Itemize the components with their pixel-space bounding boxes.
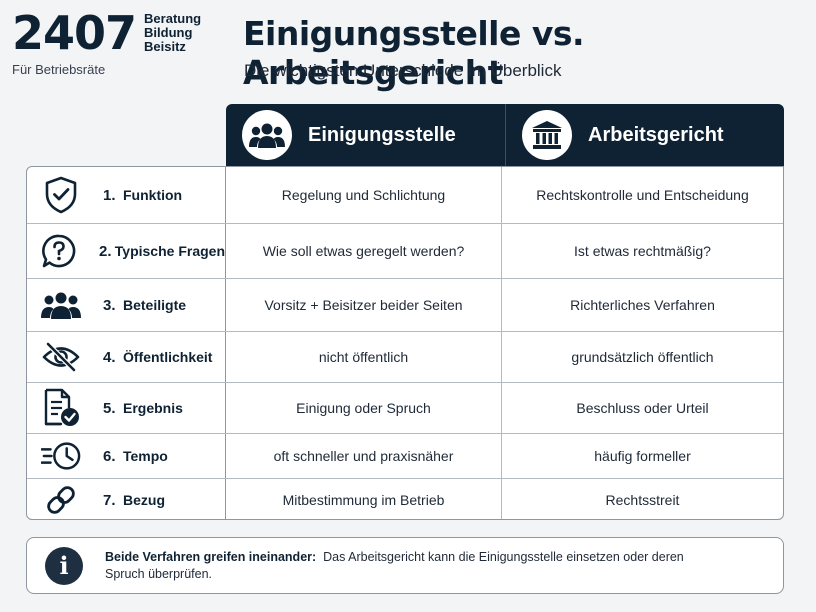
question-bubble-icon: [41, 231, 77, 271]
logo-subline: Für Betriebsräte: [12, 62, 106, 77]
group-icon: [242, 110, 292, 160]
row-number: 5.: [103, 399, 116, 417]
page-title: Einigungsstelle vs. Arbeitsgericht: [243, 14, 585, 92]
table-row: 4. Öffentlichkeit nicht öffentlich grund…: [27, 332, 783, 383]
table-row: 5. Ergebnis Einigung oder Spruch Beschlu…: [27, 383, 783, 434]
cell-einigungsstelle: Wie soll etwas geregelt werden?: [226, 224, 502, 278]
cell-arbeitsgericht: Ist etwas rechtmäßig?: [574, 243, 711, 259]
info-icon: i: [45, 546, 83, 585]
logo-word-beisitz: Beisitz: [144, 39, 186, 54]
row-label: Beteiligte: [123, 297, 187, 313]
logo-word-bildung: Bildung: [144, 25, 193, 40]
note-text: Beide Verfahren greifen ineinander: Das …: [105, 549, 725, 583]
info-note: i Beide Verfahren greifen ineinander: Da…: [26, 537, 784, 594]
row-label: Öffentlichkeit: [123, 349, 213, 365]
column-label-arbeitsgericht: Arbeitsgericht: [588, 123, 724, 146]
row-number: 1.: [103, 186, 116, 204]
table-row: 6. Tempo oft schneller und praxisnäher h…: [27, 434, 783, 479]
cell-arbeitsgericht: Rechtsstreit: [605, 492, 680, 508]
column-label-einigungsstelle: Einigungsstelle: [308, 123, 456, 146]
row-number: 6.: [103, 447, 116, 465]
row-label: Ergebnis: [123, 400, 183, 416]
people-icon: [41, 285, 81, 325]
table-row: 1. Funktion Regelung und Schlichtung Rec…: [27, 167, 783, 224]
logo: 2407 Beratung Bildung Beisitz Für Betrie…: [12, 10, 201, 77]
table-row: 2. Typische Fragen Wie soll etwas gerege…: [27, 224, 783, 279]
row-number: 2.: [99, 242, 112, 260]
row-label: Funktion: [123, 187, 183, 203]
courthouse-icon: [522, 110, 572, 160]
row-label: Typische Fragen: [114, 243, 225, 259]
cell-einigungsstelle: oft schneller und praxisnäher: [226, 434, 502, 478]
row-number: 3.: [103, 296, 116, 314]
cell-einigungsstelle: Regelung und Schlichtung: [226, 167, 502, 223]
cell-arbeitsgericht: häufig formeller: [594, 448, 691, 464]
cell-arbeitsgericht: Rechtskontrolle und Entscheidung: [536, 187, 749, 203]
table-row: 7. Bezug Mitbestimmung im Betrieb Rechts…: [27, 479, 783, 519]
cell-einigungsstelle: nicht öffentlich: [226, 332, 502, 382]
row-number: 7.: [103, 491, 116, 509]
cell-einigungsstelle: Einigung oder Spruch: [226, 383, 502, 433]
shield-check-icon: [41, 175, 81, 215]
cell-arbeitsgericht: Richterliches Verfahren: [570, 297, 715, 313]
column-header-arbeitsgericht: Arbeitsgericht: [505, 104, 784, 166]
logo-number: 2407: [12, 6, 137, 60]
row-number: 4.: [103, 348, 116, 366]
note-bold: Beide Verfahren greifen ineinander:: [105, 549, 317, 564]
cell-arbeitsgericht: Beschluss oder Urteil: [576, 400, 709, 416]
link-icon: [41, 480, 81, 519]
row-label: Bezug: [123, 492, 165, 508]
table-row: 3. Beteiligte Vorsitz + Beisitzer beider…: [27, 279, 783, 332]
column-header-einigungsstelle: Einigungsstelle: [226, 104, 505, 166]
comparison-table: 1. Funktion Regelung und Schlichtung Rec…: [26, 166, 784, 520]
page-subtitle: Die wichtigsten Unterschiede im Überblic…: [244, 61, 562, 80]
note-body: Das Arbeitsgericht kann die Einigungsste…: [105, 549, 684, 581]
cell-einigungsstelle: Mitbestimmung im Betrieb: [226, 479, 502, 519]
logo-word-beratung: Beratung: [144, 11, 202, 26]
row-label: Tempo: [123, 448, 168, 464]
eye-off-icon: [41, 337, 81, 377]
cell-arbeitsgericht: grundsätzlich öffentlich: [571, 349, 714, 365]
document-check-icon: [41, 388, 81, 428]
cell-einigungsstelle: Vorsitz + Beisitzer beider Seiten: [226, 279, 502, 331]
table-header: Einigungsstelle Arbeitsgericht: [226, 104, 784, 166]
fast-clock-icon: [41, 436, 81, 476]
